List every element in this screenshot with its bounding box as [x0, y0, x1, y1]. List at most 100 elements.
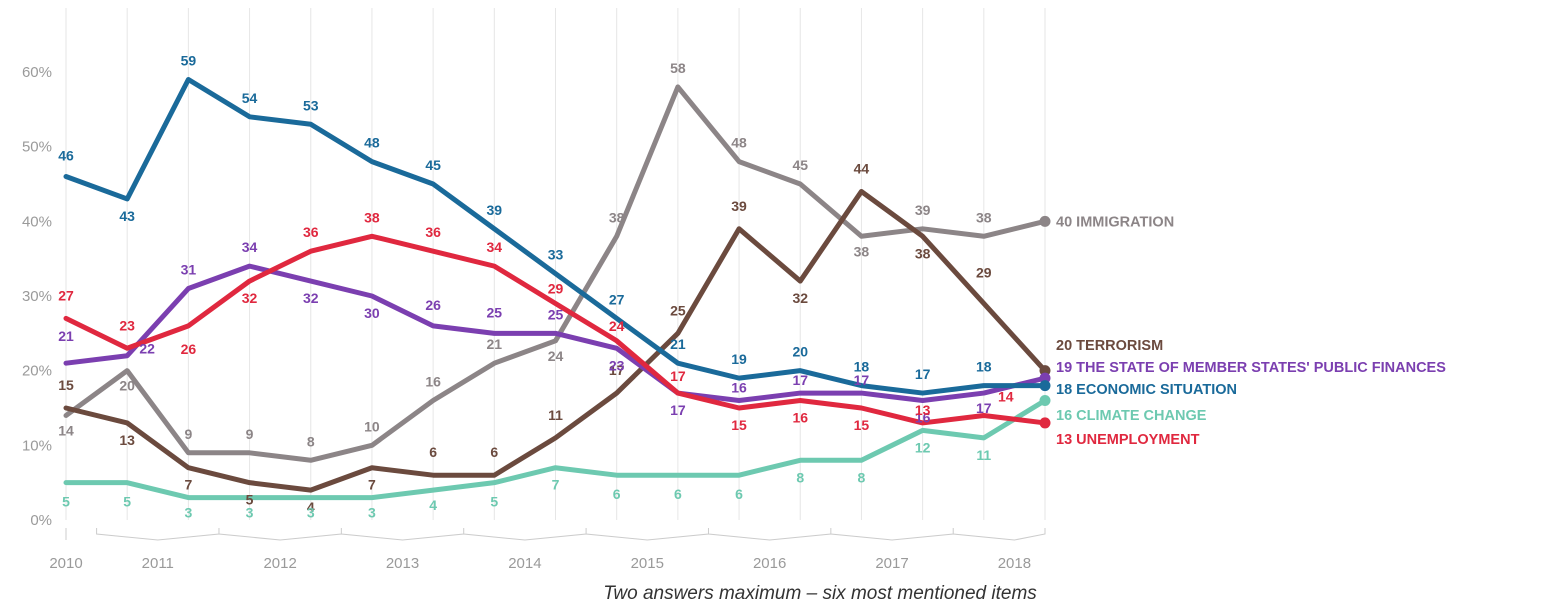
data-label-public-finances: 32 [303, 290, 319, 306]
chart-caption: Two answers maximum – six most mentioned… [603, 583, 1037, 604]
series-end-label-public-finances: 19 THE STATE OF MEMBER STATES' PUBLIC FI… [1056, 360, 1446, 376]
data-label-economic-situation: 39 [487, 202, 503, 218]
data-label-terrorism: 11 [548, 407, 563, 423]
data-label-public-finances: 34 [242, 239, 258, 255]
data-label-economic-situation: 43 [119, 208, 135, 224]
data-label-unemployment: 36 [425, 224, 441, 240]
data-label-immigration: 9 [184, 426, 192, 442]
data-label-economic-situation: 45 [425, 157, 441, 173]
data-label-terrorism: 13 [119, 432, 135, 448]
data-label-climate-change: 6 [735, 486, 743, 502]
data-label-terrorism: 32 [792, 290, 808, 306]
y-axis: 0% 10% 20% 30% 40% 50% 60% [22, 64, 52, 529]
series-end-value: 40 [1056, 214, 1076, 230]
data-label-terrorism: 15 [58, 377, 74, 393]
data-label-immigration: 38 [609, 209, 625, 225]
series-end-label-climate-change: 16 CLIMATE CHANGE [1056, 408, 1207, 424]
x-tick-label: 2013 [386, 555, 419, 572]
data-label-unemployment: 15 [731, 417, 747, 433]
y-tick-label: 20% [22, 363, 52, 380]
series-line-terrorism [63, 188, 1048, 493]
data-label-economic-situation: 33 [548, 247, 564, 263]
data-label-economic-situation: 46 [58, 148, 74, 164]
y-tick-label: 60% [22, 64, 52, 81]
data-label-terrorism: 39 [731, 198, 747, 214]
x-tick-label: 2010 [49, 555, 82, 572]
data-label-public-finances: 17 [792, 372, 808, 388]
data-label-terrorism: 25 [670, 302, 686, 318]
y-tick-label: 30% [22, 288, 52, 305]
x-tick-label: 2014 [508, 555, 541, 572]
data-label-terrorism: 44 [854, 160, 870, 176]
data-label-economic-situation: 20 [792, 344, 808, 360]
data-label-terrorism: 17 [609, 362, 625, 378]
series-end-name: IMMIGRATION [1076, 214, 1174, 230]
series-end-labels: 40 IMMIGRATION 20 TERRORISM 19 THE STATE O… [1056, 214, 1446, 448]
data-label-immigration: 24 [548, 348, 564, 364]
data-label-public-finances: 17 [854, 372, 870, 388]
data-label-public-finances: 17 [670, 402, 686, 418]
x-axis: 2010 2011 2012 2013 2014 2015 2016 2017 2018 [49, 528, 1046, 572]
data-label-economic-situation: 54 [242, 90, 258, 106]
series-line-public-finances [63, 263, 1048, 404]
series-end-marker-economic-situation [1039, 380, 1051, 392]
data-label-terrorism: 29 [976, 264, 992, 280]
data-label-unemployment: 36 [303, 224, 319, 240]
data-label-climate-change: 8 [858, 469, 866, 485]
data-label-public-finances: 25 [487, 304, 503, 320]
data-label-economic-situation: 53 [303, 97, 319, 113]
data-label-unemployment: 26 [181, 341, 197, 357]
data-label-climate-change: 7 [552, 477, 560, 493]
data-label-economic-situation: 27 [609, 291, 625, 307]
data-label-public-finances: 26 [425, 297, 441, 313]
series-end-marker-unemployment [1039, 417, 1051, 429]
data-label-immigration: 38 [976, 209, 992, 225]
data-label-immigration: 39 [915, 202, 931, 218]
data-label-public-finances: 31 [181, 262, 197, 278]
x-tick-label: 2011 [142, 555, 174, 572]
data-label-terrorism: 6 [429, 444, 437, 460]
series-end-label-economic-situation: 18 ECONOMIC SITUATION [1056, 382, 1237, 398]
data-label-immigration: 20 [119, 378, 135, 394]
data-label-immigration: 10 [364, 418, 380, 434]
data-label-economic-situation: 48 [364, 135, 380, 151]
series-end-name: TERRORISM [1076, 338, 1163, 354]
data-label-climate-change: 11 [976, 447, 991, 463]
data-label-immigration: 38 [854, 243, 870, 259]
y-tick-label: 10% [22, 437, 52, 454]
data-label-public-finances: 22 [139, 341, 155, 357]
data-label-unemployment: 17 [670, 368, 686, 384]
x-tick-label: 2018 [998, 555, 1031, 572]
data-label-climate-change: 12 [915, 439, 931, 455]
data-label-terrorism: 38 [915, 245, 931, 261]
data-label-climate-change: 3 [184, 505, 192, 521]
series-line-economic-situation [63, 76, 1048, 396]
series-end-value: 16 [1056, 408, 1076, 424]
series-end-name: THE STATE OF MEMBER STATES' PUBLIC FINAN… [1076, 360, 1446, 376]
data-label-public-finances: 25 [548, 306, 564, 322]
data-label-economic-situation: 59 [181, 52, 197, 68]
data-label-public-finances: 21 [58, 328, 74, 344]
x-axis-brackets [65, 528, 1046, 541]
data-label-economic-situation: 18 [854, 359, 870, 375]
series-end-marker-climate-change [1039, 395, 1051, 407]
data-label-terrorism: 6 [490, 444, 498, 460]
data-label-economic-situation: 17 [915, 366, 931, 382]
series-lines [63, 76, 1051, 501]
series-end-label-terrorism: 20 TERRORISM [1056, 338, 1163, 354]
data-label-public-finances: 30 [364, 305, 380, 321]
data-label-immigration: 8 [307, 433, 315, 449]
data-label-immigration: 21 [487, 336, 503, 352]
series-end-value: 20 [1056, 338, 1076, 354]
data-label-climate-change: 3 [368, 505, 376, 521]
data-label-climate-change: 6 [613, 486, 621, 502]
y-tick-label: 0% [30, 512, 52, 529]
data-label-terrorism: 5 [246, 492, 254, 508]
y-tick-label: 40% [22, 213, 52, 230]
data-label-climate-change: 8 [796, 469, 804, 485]
data-label-unemployment: 14 [998, 388, 1014, 404]
series-end-label-unemployment: 13 UNEMPLOYMENT [1056, 432, 1200, 448]
y-tick-label: 50% [22, 139, 52, 156]
